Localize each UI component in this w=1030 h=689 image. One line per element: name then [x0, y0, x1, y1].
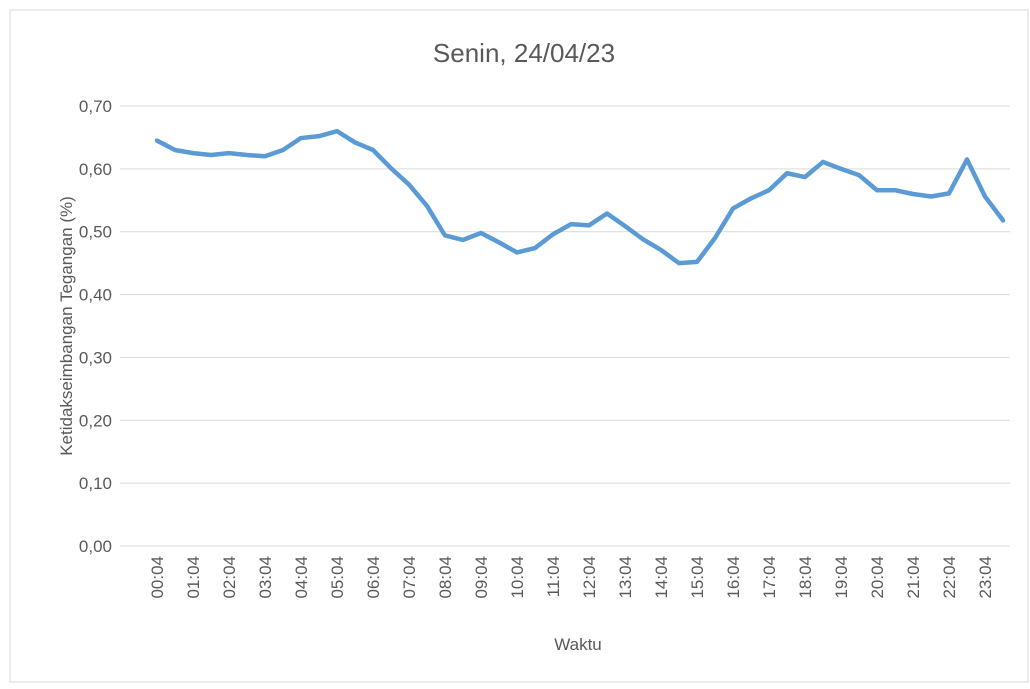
x-tick-label: 14:04 — [652, 556, 671, 599]
x-tick-label: 01:04 — [184, 556, 203, 599]
y-tick-label: 0,60 — [79, 160, 112, 179]
x-tick-label: 10:04 — [508, 556, 527, 599]
y-tick-label: 0,30 — [79, 348, 112, 367]
x-tick-label: 12:04 — [580, 556, 599, 599]
x-tick-label: 13:04 — [616, 556, 635, 599]
chart-title: Senin, 24/04/23 — [433, 38, 615, 68]
x-tick-label: 19:04 — [832, 556, 851, 599]
x-tick-label: 05:04 — [328, 556, 347, 599]
y-tick-label: 0,00 — [79, 537, 112, 556]
x-tick-label: 15:04 — [688, 556, 707, 599]
y-tick-label: 0,10 — [79, 474, 112, 493]
x-tick-label: 07:04 — [400, 556, 419, 599]
data-line — [154, 128, 1006, 266]
x-tick-label: 09:04 — [472, 556, 491, 599]
x-tick-label: 22:04 — [940, 556, 959, 599]
y-tick-label: 0,40 — [79, 286, 112, 305]
x-tick-label: 16:04 — [724, 556, 743, 599]
x-tick-label: 11:04 — [544, 556, 563, 597]
x-axis-title: Waktu — [554, 635, 602, 654]
x-tick-label: 04:04 — [292, 556, 311, 599]
y-axis-title: Ketidakseimbangan Tegangan (%) — [57, 196, 76, 456]
x-tick-label: 17:04 — [760, 556, 779, 599]
y-tick-label: 0,70 — [79, 97, 112, 116]
y-tick-label: 0,50 — [79, 223, 112, 242]
x-tick-label: 08:04 — [436, 556, 455, 599]
x-tick-label: 20:04 — [868, 556, 887, 599]
x-tick-label: 00:04 — [148, 556, 167, 599]
x-tick-label: 06:04 — [364, 556, 383, 599]
chart-border — [9, 9, 1029, 683]
y-tick-label: 0,20 — [79, 411, 112, 430]
x-tick-label: 02:04 — [220, 556, 239, 599]
x-tick-label: 23:04 — [976, 556, 995, 599]
x-tick-label: 21:04 — [904, 556, 923, 599]
x-tick-label: 03:04 — [256, 556, 275, 599]
x-tick-label: 18:04 — [796, 556, 815, 599]
